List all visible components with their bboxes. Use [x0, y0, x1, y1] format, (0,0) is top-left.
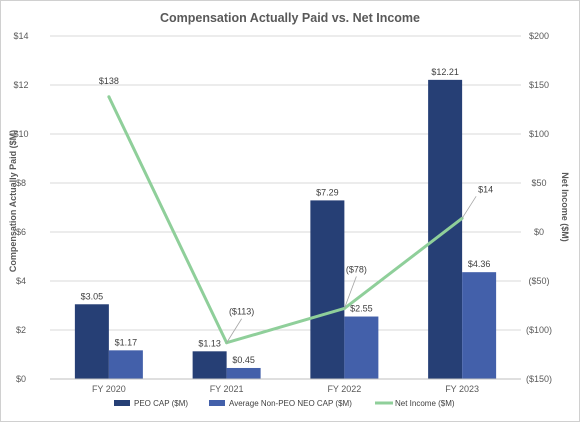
- legend-label: Average Non-PEO NEO CAP ($M): [229, 399, 352, 408]
- bar: [74, 304, 109, 379]
- axes-layer: $0 $2 $4 $6 $8 $10 $12 $14 ($150) ($100) ($50) $0 $5…: [13, 31, 552, 394]
- line-data-label: $14: [478, 184, 493, 194]
- bar-data-label: $1.17: [115, 337, 138, 347]
- bar-data-label: $4.36: [468, 259, 491, 269]
- y-tick-label: $12: [13, 80, 28, 90]
- line-data-label: ($113): [229, 307, 254, 317]
- legend-swatch: [209, 400, 225, 406]
- x-tick-label: FY 2023: [445, 384, 479, 394]
- bar: [108, 350, 143, 379]
- y2-tick-label: $50: [531, 178, 546, 188]
- y2-tick-label: $200: [529, 31, 549, 41]
- line-layer: [107, 95, 464, 345]
- bar: [310, 200, 345, 379]
- line-series-net-income: [107, 96, 464, 345]
- y-tick-label: $8: [16, 178, 26, 188]
- leader-line: [461, 196, 477, 219]
- y-tick-label: $10: [13, 129, 28, 139]
- grid-lines: [50, 35, 521, 380]
- y-tick-label: $2: [16, 325, 26, 335]
- y2-tick-label: ($50): [528, 276, 549, 286]
- y-axis-label: Compensation Actually Paid ($M): [8, 130, 18, 272]
- y2-tick-label: ($150): [526, 374, 552, 384]
- line-data-label: $138: [99, 76, 119, 86]
- chart-title: Compensation Actually Paid vs. Net Incom…: [160, 11, 420, 25]
- data-labels-layer: $3.05 $1.13 $7.29 $12.21 $1.17 $0.45 $2.55 $4.3…: [81, 67, 494, 365]
- bars-layer: [74, 79, 497, 379]
- bar: [344, 316, 379, 379]
- bar-data-label: $7.29: [316, 187, 339, 197]
- bar: [192, 351, 227, 379]
- y-tick-label: $0: [16, 374, 26, 384]
- y-tick-label: $4: [16, 276, 26, 286]
- y2-tick-label: $0: [534, 227, 544, 237]
- x-tick-label: FY 2022: [327, 384, 361, 394]
- y2-tick-label: ($100): [526, 325, 552, 335]
- leader-line: [344, 276, 357, 309]
- legend-swatch: [114, 400, 130, 406]
- bar: [226, 367, 261, 379]
- bar-data-label: $2.55: [350, 304, 373, 314]
- x-tick-label: FY 2020: [92, 384, 126, 394]
- bar: [462, 272, 497, 379]
- y-tick-label: $6: [16, 227, 26, 237]
- bar-data-label: $0.45: [232, 355, 255, 365]
- y2-tick-label: $150: [529, 80, 549, 90]
- line-data-label: ($78): [346, 264, 367, 274]
- bar-data-label: $3.05: [81, 291, 104, 301]
- line-point: [107, 95, 111, 99]
- leader-line: [226, 318, 242, 343]
- x-tick-label: FY 2021: [210, 384, 244, 394]
- y2-tick-label: $100: [529, 129, 549, 139]
- bar-data-label: $12.21: [431, 67, 459, 77]
- y2-axis-label: Net Income ($M): [560, 172, 570, 242]
- legend-label: Net Income ($M): [395, 399, 455, 408]
- y-tick-label: $14: [13, 31, 28, 41]
- legend-label: PEO CAP ($M): [134, 399, 188, 408]
- legend: PEO CAP ($M) Average Non-PEO NEO CAP ($M)…: [114, 399, 455, 408]
- bar-data-label: $1.13: [198, 338, 221, 348]
